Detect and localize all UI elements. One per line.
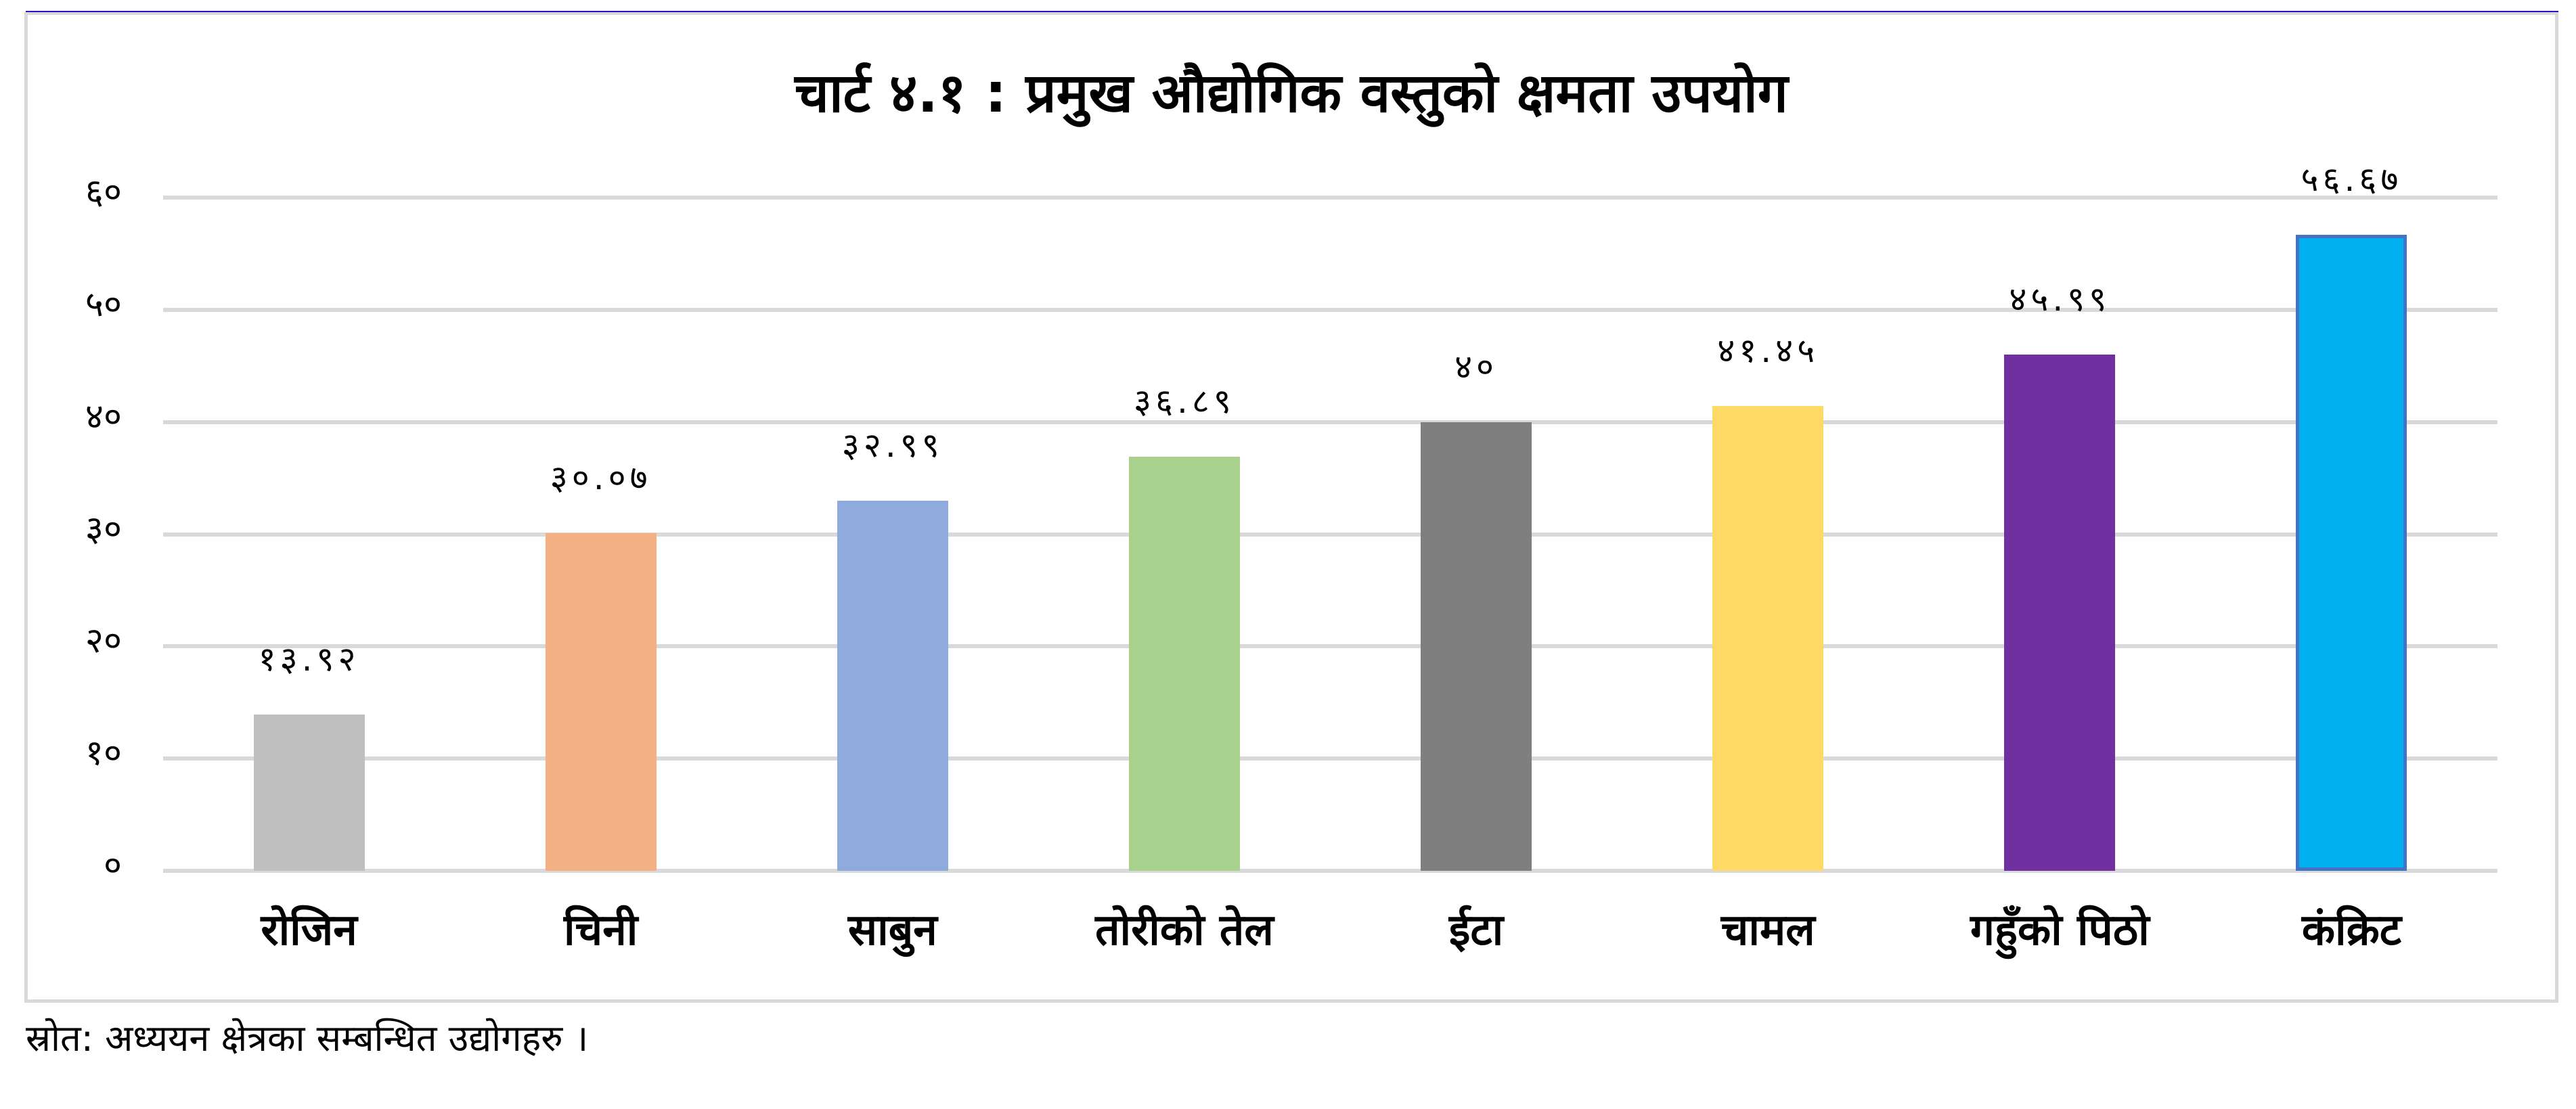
data-label: ४५.९९ <box>2009 279 2111 319</box>
x-tick-label: रोजिन <box>261 905 357 955</box>
gridline <box>163 307 2497 312</box>
y-tick-label: ४० <box>85 396 122 437</box>
gridline <box>163 869 2497 873</box>
x-tick-label: ईटा <box>1448 905 1504 955</box>
gridline <box>163 420 2497 424</box>
chart-title: चार्ट ४.१ : प्रमुख औद्योगिक वस्तुको क्षम… <box>795 62 1788 125</box>
chart-frame <box>24 12 2558 1003</box>
x-tick-label: कंक्रिट <box>2301 905 2401 955</box>
y-tick-label: ३० <box>85 508 122 549</box>
gridline <box>163 644 2497 649</box>
y-tick-label: २० <box>85 620 122 662</box>
bar <box>837 500 948 871</box>
gridline <box>163 196 2497 200</box>
x-tick-label: गहुँको पिठो <box>1970 905 2150 955</box>
gridline <box>163 532 2497 537</box>
bar <box>1421 422 1532 871</box>
data-label: १३.९२ <box>258 639 360 679</box>
bar <box>1128 457 1240 871</box>
bar <box>2004 355 2116 871</box>
source-note: स्रोत: अध्ययन क्षेत्रका सम्बन्धित उद्योग… <box>26 1017 589 1060</box>
bar <box>1712 405 1824 871</box>
gridline <box>163 756 2497 761</box>
data-label: ५६.६७ <box>2301 160 2403 200</box>
y-tick-label: ६० <box>85 172 122 212</box>
bar <box>545 533 657 871</box>
data-label: ४१.४५ <box>1717 330 1819 370</box>
x-tick-label: तोरीको तेल <box>1095 905 1274 955</box>
y-tick-label: ० <box>103 845 122 886</box>
plot-area: १३.९२ ३०.०७ ३२.९९ ३६.८९ ४० ४१.४५ ४५.९९ ५६.६७ <box>163 160 2497 873</box>
y-tick-label: १० <box>85 733 122 774</box>
top-rule-line <box>26 11 2558 12</box>
data-label: ३६.८९ <box>1133 382 1235 422</box>
x-tick-label: चामल <box>1720 905 1815 955</box>
data-label: ३२.९९ <box>841 425 943 465</box>
data-label: ४० <box>1454 346 1498 386</box>
x-tick-label: साबुन <box>847 905 937 955</box>
y-tick-label: ५० <box>85 284 122 325</box>
bar <box>253 715 365 871</box>
data-label: ३०.०७ <box>550 458 652 498</box>
bar <box>2296 235 2407 871</box>
x-tick-label: चिनी <box>564 905 638 955</box>
